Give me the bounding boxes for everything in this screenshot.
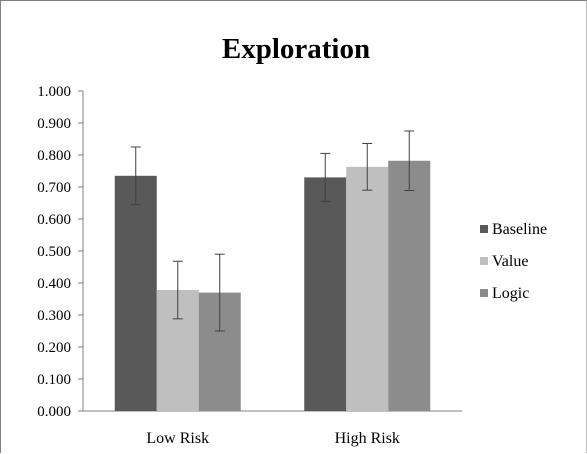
y-tick-label: 0.000 <box>37 404 71 420</box>
bar <box>304 177 347 411</box>
bar <box>388 160 431 411</box>
y-tick-label: 0.700 <box>37 180 71 196</box>
legend-label: Baseline <box>492 221 547 238</box>
legend-swatch <box>480 289 488 297</box>
y-tick-label: 0.300 <box>37 308 71 324</box>
x-tick-label: Low Risk <box>146 430 209 447</box>
y-tick-label: 0.800 <box>37 148 71 164</box>
legend-label: Value <box>492 253 528 270</box>
y-tick-label: 0.200 <box>37 340 71 356</box>
legend-label: Logic <box>492 285 529 302</box>
y-tick-label: 1.000 <box>37 84 71 100</box>
y-tick-label: 0.400 <box>37 276 71 292</box>
x-tick-label: High Risk <box>335 430 400 447</box>
bar <box>114 175 157 411</box>
legend-swatch <box>480 257 488 265</box>
y-tick-label: 0.600 <box>37 212 71 228</box>
bar <box>346 166 389 411</box>
legend-swatch <box>480 225 488 233</box>
y-tick-label: 0.900 <box>37 116 71 132</box>
chart-title: Exploration <box>222 33 370 65</box>
y-tick-label: 0.500 <box>37 244 71 260</box>
y-tick-label: 0.100 <box>37 372 71 388</box>
